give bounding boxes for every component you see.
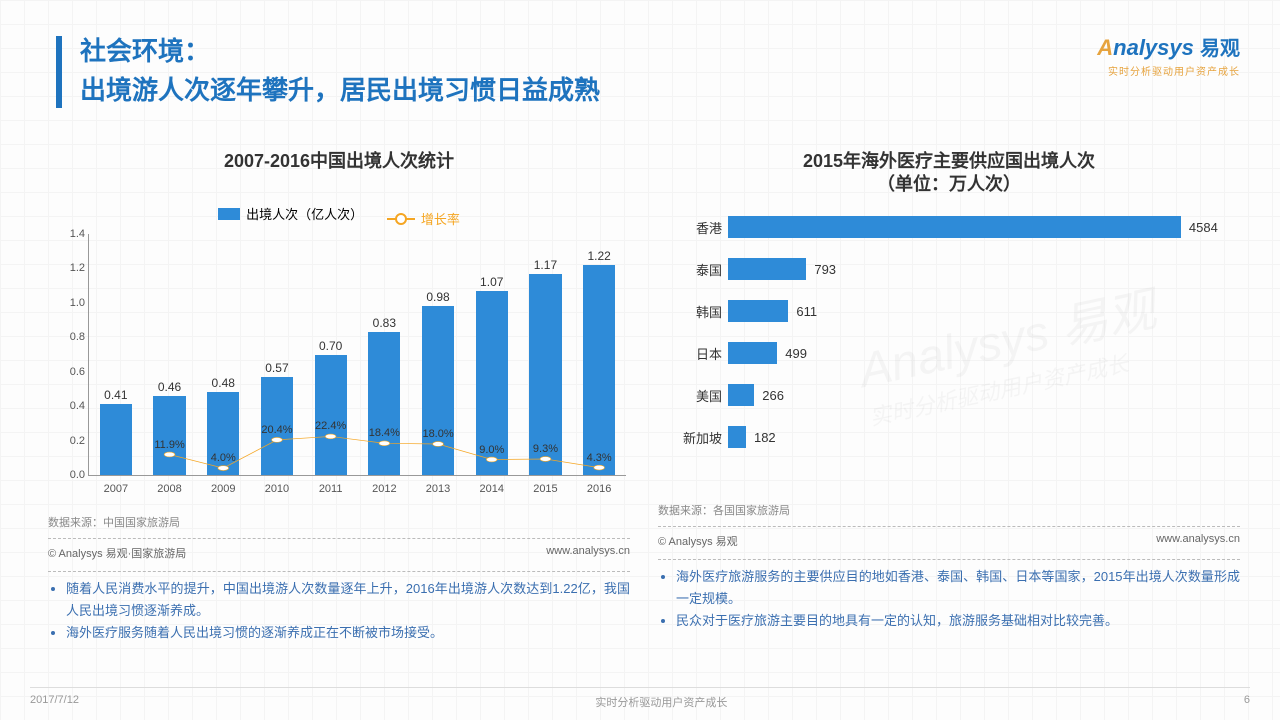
left-legend: 出境人次（亿人次） 增长率 [48, 204, 630, 228]
right-chart-title: 2015年海外医疗主要供应国出境人次 （单位：万人次） [658, 150, 1240, 198]
hbar-row: 泰国793 [728, 256, 1222, 282]
hbar-value: 266 [762, 388, 784, 403]
divider [48, 571, 630, 572]
hbar-row: 新加坡182 [728, 424, 1222, 450]
logo-cn: 易观 [1200, 38, 1240, 60]
hbar-value: 499 [785, 346, 807, 361]
slide-title: 社会环境： 出境游人次逐年攀升，居民出境习惯日益成熟 [56, 32, 600, 110]
hbar [728, 384, 754, 406]
bar: 0.46 [153, 396, 185, 475]
hbar-row: 日本499 [728, 340, 1222, 366]
right-bullets: 海外医疗旅游服务的主要供应目的地如香港、泰国、韩国、日本等国家，2015年出境人… [658, 566, 1240, 632]
left-credit: © Analysys 易观·国家旅游局 [48, 545, 186, 561]
divider [658, 559, 1240, 560]
logo-en: nalysys [1113, 35, 1194, 60]
hbar [728, 258, 806, 280]
hbar-category: 新加坡 [654, 428, 722, 447]
right-url: www.analysys.cn [1156, 533, 1240, 549]
hbar [728, 216, 1181, 238]
left-chart-title: 2007-2016中国出境人次统计 [48, 150, 630, 198]
brand-logo: Analysys 易观 实时分析驱动用户资产成长 [1097, 32, 1240, 78]
footer-page: 6 [1244, 694, 1250, 710]
right-credit: © Analysys 易观 [658, 533, 738, 549]
bar: 1.22 [583, 265, 615, 475]
legend-bar-label: 出境人次（亿人次） [246, 204, 363, 223]
hbar-value: 793 [814, 262, 836, 277]
hbar-row: 香港4584 [728, 214, 1222, 240]
hbar [728, 300, 788, 322]
title-accent-bar [56, 36, 62, 108]
divider [48, 538, 630, 539]
bullet-item: 海外医疗服务随着人民出境习惯的逐渐养成正在不断被市场接受。 [66, 622, 630, 644]
hbar-row: 美国266 [728, 382, 1222, 408]
title-line-2: 出境游人次逐年攀升，居民出境习惯日益成熟 [80, 71, 600, 110]
hbar-category: 香港 [654, 218, 722, 237]
hbar-category: 韩国 [654, 302, 722, 321]
bullet-item: 民众对于医疗旅游主要目的地具有一定的认知，旅游服务基础相对比较完善。 [676, 610, 1240, 632]
divider [658, 526, 1240, 527]
logo-tagline: 实时分析驱动用户资产成长 [1097, 63, 1240, 78]
footer-date: 2017/7/12 [30, 694, 79, 710]
hbar-value: 611 [796, 304, 817, 319]
left-chart: 0.00.20.40.60.81.01.21.40.4120070.462008… [48, 234, 630, 504]
right-chart: 香港4584 泰国793 韩国611 日本499 美国266 新加坡182 [658, 204, 1240, 492]
hbar-value: 4584 [1189, 220, 1218, 235]
legend-line-label: 增长率 [421, 209, 460, 228]
hbar [728, 426, 746, 448]
right-source: 数据来源：各国国家旅游局 [658, 502, 1240, 518]
left-url: www.analysys.cn [546, 545, 630, 561]
bar: 0.98 [422, 306, 454, 475]
bullet-item: 海外医疗旅游服务的主要供应目的地如香港、泰国、韩国、日本等国家，2015年出境人… [676, 566, 1240, 610]
left-source: 数据来源：中国国家旅游局 [48, 514, 630, 530]
hbar [728, 342, 777, 364]
left-bullets: 随着人民消费水平的提升，中国出境游人次数量逐年上升，2016年出境游人次数达到1… [48, 578, 630, 644]
bar: 0.70 [315, 355, 347, 476]
bar: 0.83 [368, 332, 400, 475]
left-panel: 2007-2016中国出境人次统计 出境人次（亿人次） 增长率 0.00.20.… [48, 150, 630, 644]
hbar-value: 182 [754, 430, 776, 445]
hbar-category: 美国 [654, 386, 722, 405]
footer: 2017/7/12 实时分析驱动用户资产成长 6 [30, 687, 1250, 710]
footer-center: 实时分析驱动用户资产成长 [595, 694, 727, 710]
bar: 0.41 [100, 404, 132, 475]
right-panel: 2015年海外医疗主要供应国出境人次 （单位：万人次） 香港4584 泰国793 韩… [658, 150, 1240, 644]
legend-line-swatch [387, 218, 415, 220]
bullet-item: 随着人民消费水平的提升，中国出境游人次数量逐年上升，2016年出境游人次数达到1… [66, 578, 630, 622]
hbar-category: 日本 [654, 344, 722, 363]
hbar-category: 泰国 [654, 260, 722, 279]
hbar-row: 韩国611 [728, 298, 1222, 324]
title-line-1: 社会环境： [80, 32, 600, 71]
legend-bar-swatch [218, 208, 240, 220]
